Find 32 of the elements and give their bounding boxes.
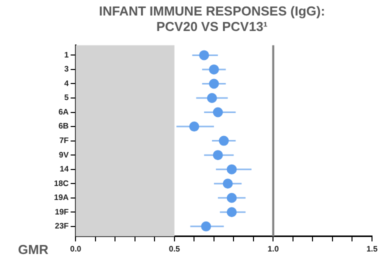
y-tick-label: 1	[64, 50, 70, 60]
chart-title: INFANT IMMUNE RESPONSES (IgG): PCV20 VS PCV13¹	[98, 3, 326, 34]
point	[212, 107, 223, 118]
point	[226, 164, 237, 174]
y-tick-label: 19F	[54, 207, 69, 216]
y-tick-label: 3	[64, 64, 70, 74]
point	[199, 50, 210, 60]
point	[201, 221, 212, 232]
point	[208, 64, 219, 74]
y-tick-label: 14	[60, 164, 70, 174]
point	[189, 122, 200, 132]
x-tick-label: 1.0	[268, 244, 280, 254]
point	[218, 136, 229, 146]
y-tick-label: 6B	[58, 122, 69, 131]
point	[226, 192, 237, 203]
y-tick-label: 9V	[58, 150, 70, 160]
y-tick-label: 6A	[58, 107, 69, 116]
y-tick-label: 19A	[54, 193, 69, 202]
point	[208, 78, 219, 89]
y-tick-label: 5	[64, 93, 70, 102]
y-tick-label: 7F	[59, 136, 69, 146]
x-axis-title: GMR	[18, 242, 49, 257]
x-tick-label: 0.5	[168, 244, 181, 254]
point	[206, 92, 217, 103]
y-tick-label: 18C	[54, 178, 69, 188]
point	[212, 150, 223, 160]
y-tick-label: 4	[64, 78, 70, 88]
point	[222, 178, 233, 189]
x-tick-label: 0.0	[70, 244, 82, 254]
y-tick-label: 23F	[54, 222, 69, 231]
point	[226, 207, 237, 218]
x-tick-label: 1.5	[366, 244, 378, 254]
